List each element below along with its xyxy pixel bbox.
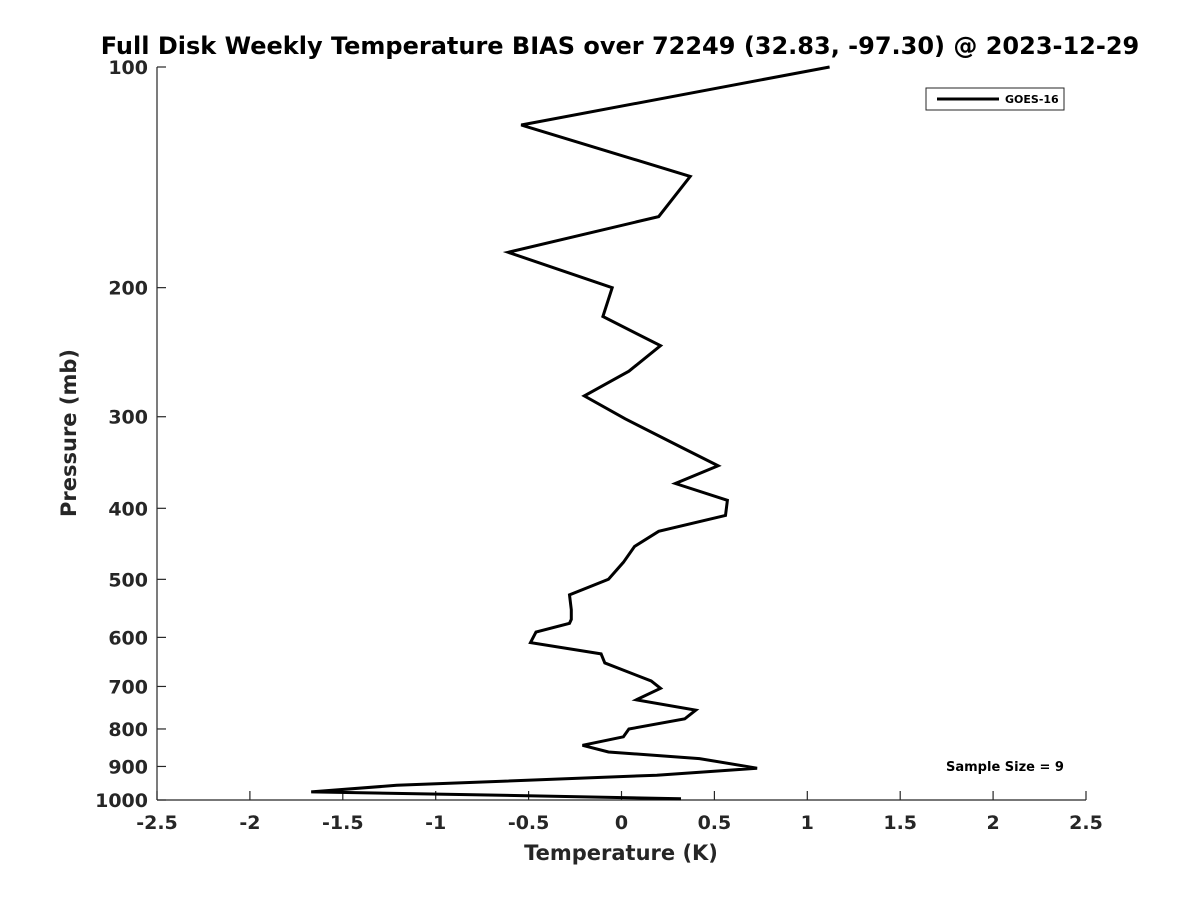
x-tick-label: -1.5 — [322, 812, 364, 834]
x-axis-ticks: -2.5 -2 -1.5 -1 -0.5 0 0.5 1 1.5 2 2.5 — [136, 791, 1103, 834]
chart-title: Full Disk Weekly Temperature BIAS over 7… — [101, 32, 1140, 60]
x-axis-label: Temperature (K) — [524, 841, 718, 865]
y-axis-ticks: 100 200 300 400 500 600 700 800 900 1000 — [95, 57, 166, 812]
y-tick-label: 300 — [108, 407, 148, 429]
x-tick-label: -2.5 — [136, 812, 178, 834]
x-tick-label: 0 — [615, 812, 628, 834]
y-tick-label: 900 — [108, 756, 148, 778]
series-line-goes-16 — [311, 65, 830, 801]
y-tick-label: 100 — [108, 57, 148, 79]
y-tick-label: 500 — [108, 569, 148, 591]
y-tick-label: 600 — [108, 627, 148, 649]
x-tick-label: 1.5 — [883, 812, 917, 834]
x-tick-label: 1 — [801, 812, 814, 834]
legend-entry-goes-16: GOES-16 — [1005, 93, 1059, 106]
x-tick-label: -0.5 — [508, 812, 550, 834]
legend: GOES-16 — [925, 87, 1065, 111]
y-tick-label: 200 — [108, 278, 148, 300]
series-layer — [311, 65, 830, 801]
sample-size-annotation: Sample Size = 9 — [946, 760, 1064, 775]
y-tick-label: 400 — [108, 498, 148, 520]
y-tick-label: 700 — [108, 676, 148, 698]
x-tick-label: -1 — [425, 812, 446, 834]
x-tick-label: -2 — [239, 812, 260, 834]
y-axis-label: Pressure (mb) — [57, 349, 81, 517]
x-tick-label: 2.5 — [1069, 812, 1103, 834]
x-tick-label: 2 — [986, 812, 999, 834]
y-tick-label: 1000 — [95, 790, 148, 812]
y-tick-label: 800 — [108, 719, 148, 741]
x-tick-label: 0.5 — [698, 812, 732, 834]
